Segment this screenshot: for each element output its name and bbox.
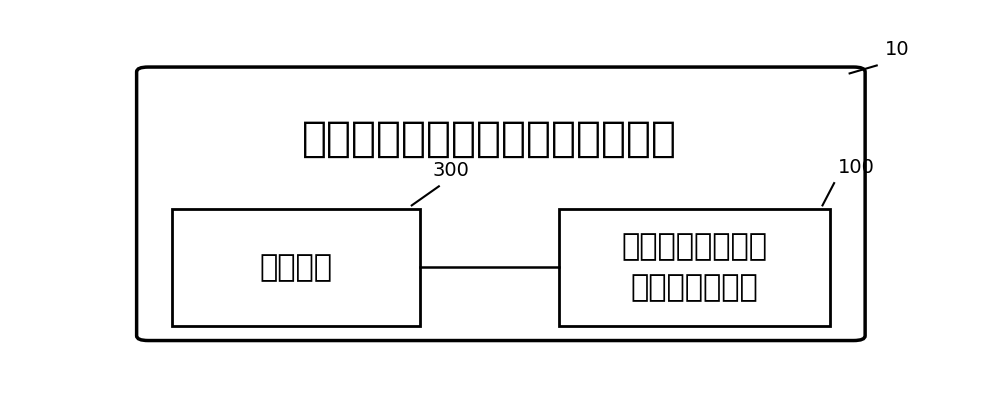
Text: 用于输出双极性协
同脉冲发生设备: 用于输出双极性协 同脉冲发生设备: [622, 233, 768, 302]
Text: 用于输出双极性协同脉冲发生系统: 用于输出双极性协同脉冲发生系统: [302, 118, 677, 159]
Text: 300: 300: [432, 161, 469, 180]
Text: 电源单元: 电源单元: [259, 253, 332, 282]
FancyBboxPatch shape: [137, 67, 865, 341]
Text: 10: 10: [885, 40, 909, 59]
Text: 100: 100: [838, 158, 875, 177]
Bar: [172, 209, 420, 326]
Bar: [559, 209, 830, 326]
